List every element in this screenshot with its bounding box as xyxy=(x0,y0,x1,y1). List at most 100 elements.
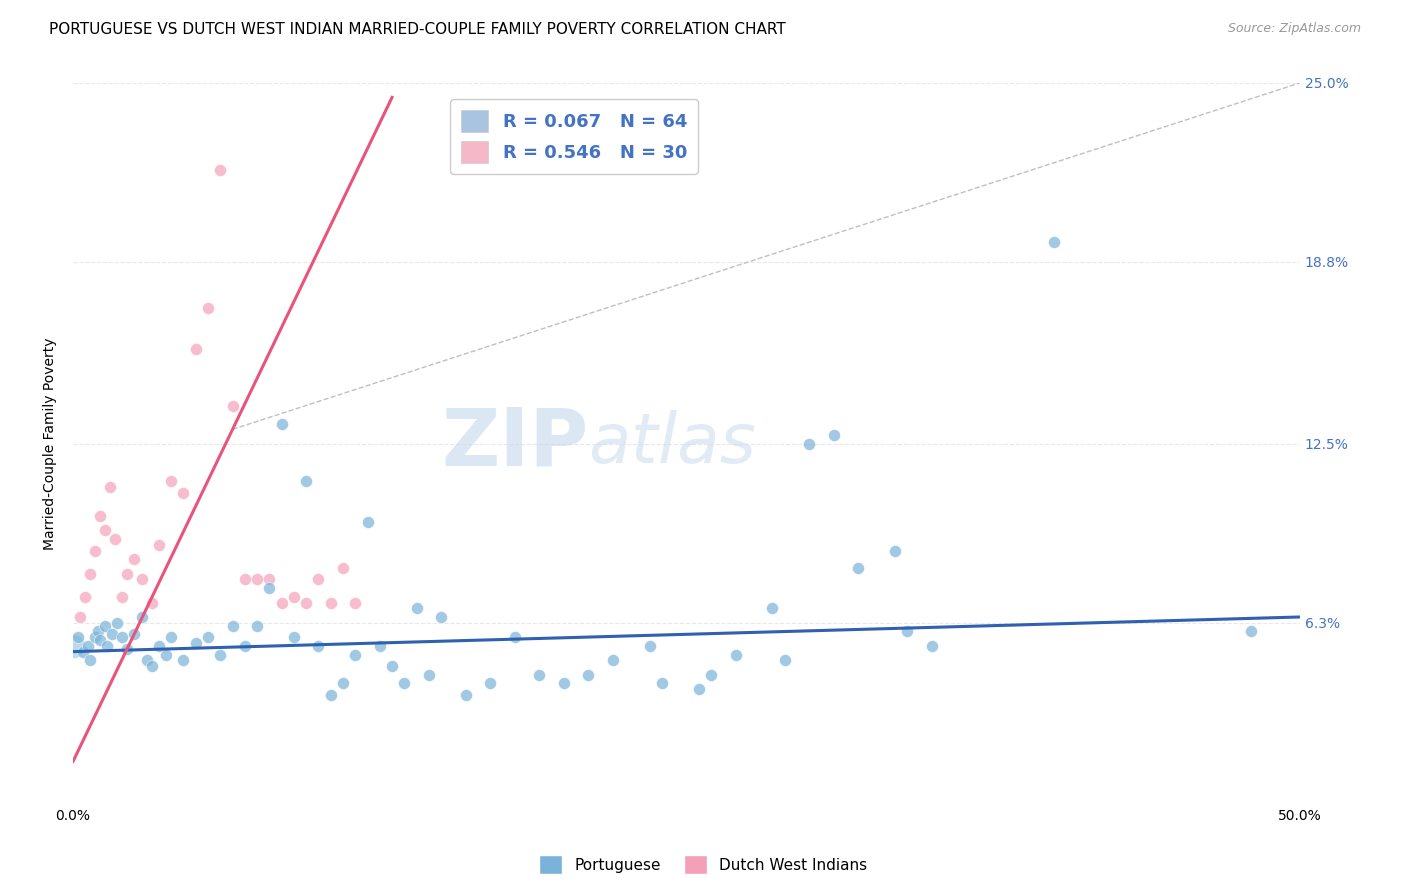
Point xyxy=(79,566,101,581)
Point xyxy=(700,667,723,681)
Point xyxy=(846,561,869,575)
Point xyxy=(148,538,170,552)
Point xyxy=(124,552,146,566)
Point xyxy=(368,639,391,653)
Point xyxy=(233,639,256,653)
Point xyxy=(111,630,134,644)
Point xyxy=(823,428,845,442)
Point xyxy=(381,659,404,673)
Point xyxy=(344,648,367,662)
Point xyxy=(141,659,163,673)
Point xyxy=(503,630,526,644)
Point xyxy=(135,653,157,667)
Point xyxy=(405,601,427,615)
Point xyxy=(307,573,329,587)
Point xyxy=(131,573,153,587)
Legend: Portuguese, Dutch West Indians: Portuguese, Dutch West Indians xyxy=(533,849,873,880)
Point xyxy=(184,342,207,356)
Point xyxy=(270,417,292,431)
Point xyxy=(233,573,256,587)
Point xyxy=(173,653,195,667)
Point xyxy=(761,601,783,615)
Point xyxy=(896,624,918,639)
Point xyxy=(319,596,342,610)
Point xyxy=(724,648,747,662)
Point xyxy=(319,688,342,702)
Point xyxy=(246,618,269,632)
Point xyxy=(246,573,269,587)
Point xyxy=(160,630,183,644)
Point xyxy=(332,676,354,690)
Point xyxy=(84,630,107,644)
Point xyxy=(173,486,195,500)
Point xyxy=(124,627,146,641)
Point xyxy=(66,630,89,644)
Point xyxy=(332,561,354,575)
Text: atlas: atlas xyxy=(588,410,756,477)
Point xyxy=(160,475,183,489)
Point xyxy=(270,596,292,610)
Point xyxy=(115,641,138,656)
Point xyxy=(221,399,243,413)
Point xyxy=(75,590,97,604)
Point xyxy=(295,596,318,610)
Point xyxy=(418,667,440,681)
Point xyxy=(197,301,219,315)
Point xyxy=(356,515,378,529)
Point xyxy=(89,633,111,648)
Text: PORTUGUESE VS DUTCH WEST INDIAN MARRIED-COUPLE FAMILY POVERTY CORRELATION CHART: PORTUGUESE VS DUTCH WEST INDIAN MARRIED-… xyxy=(49,22,786,37)
Point xyxy=(454,688,477,702)
Point xyxy=(259,581,281,595)
Point xyxy=(529,667,551,681)
Point xyxy=(651,676,673,690)
Point xyxy=(79,653,101,667)
Point xyxy=(688,682,710,697)
Point xyxy=(553,676,575,690)
Point xyxy=(209,162,232,177)
Text: Source: ZipAtlas.com: Source: ZipAtlas.com xyxy=(1227,22,1361,36)
Point xyxy=(295,475,318,489)
Point xyxy=(283,590,305,604)
Point xyxy=(307,639,329,653)
Point xyxy=(84,543,107,558)
Point xyxy=(209,648,232,662)
Point xyxy=(101,627,124,641)
Point xyxy=(94,618,117,632)
Point xyxy=(94,524,117,538)
Point xyxy=(86,624,108,639)
Point xyxy=(884,543,907,558)
Point xyxy=(111,590,134,604)
Point xyxy=(105,615,128,630)
Point xyxy=(155,648,177,662)
Point xyxy=(184,636,207,650)
Point xyxy=(602,653,624,667)
Point xyxy=(62,639,84,653)
Point xyxy=(148,639,170,653)
Point xyxy=(115,566,138,581)
Point xyxy=(797,437,820,451)
Point xyxy=(131,610,153,624)
Point xyxy=(89,508,111,523)
Point xyxy=(197,630,219,644)
Point xyxy=(1240,624,1263,639)
Point xyxy=(72,645,94,659)
Point xyxy=(344,596,367,610)
Point xyxy=(773,653,796,667)
Point xyxy=(638,639,661,653)
Point xyxy=(394,676,416,690)
Point xyxy=(98,480,121,494)
Point xyxy=(921,639,943,653)
Point xyxy=(141,596,163,610)
Point xyxy=(576,667,599,681)
Point xyxy=(1043,235,1066,249)
Legend: R = 0.067   N = 64, R = 0.546   N = 30: R = 0.067 N = 64, R = 0.546 N = 30 xyxy=(450,99,697,174)
Point xyxy=(479,676,502,690)
Point xyxy=(69,610,91,624)
Point xyxy=(104,532,127,546)
Text: ZIP: ZIP xyxy=(441,405,588,483)
Point xyxy=(430,610,453,624)
Y-axis label: Married-Couple Family Poverty: Married-Couple Family Poverty xyxy=(44,337,58,550)
Point xyxy=(221,618,243,632)
Point xyxy=(96,639,118,653)
Point xyxy=(283,630,305,644)
